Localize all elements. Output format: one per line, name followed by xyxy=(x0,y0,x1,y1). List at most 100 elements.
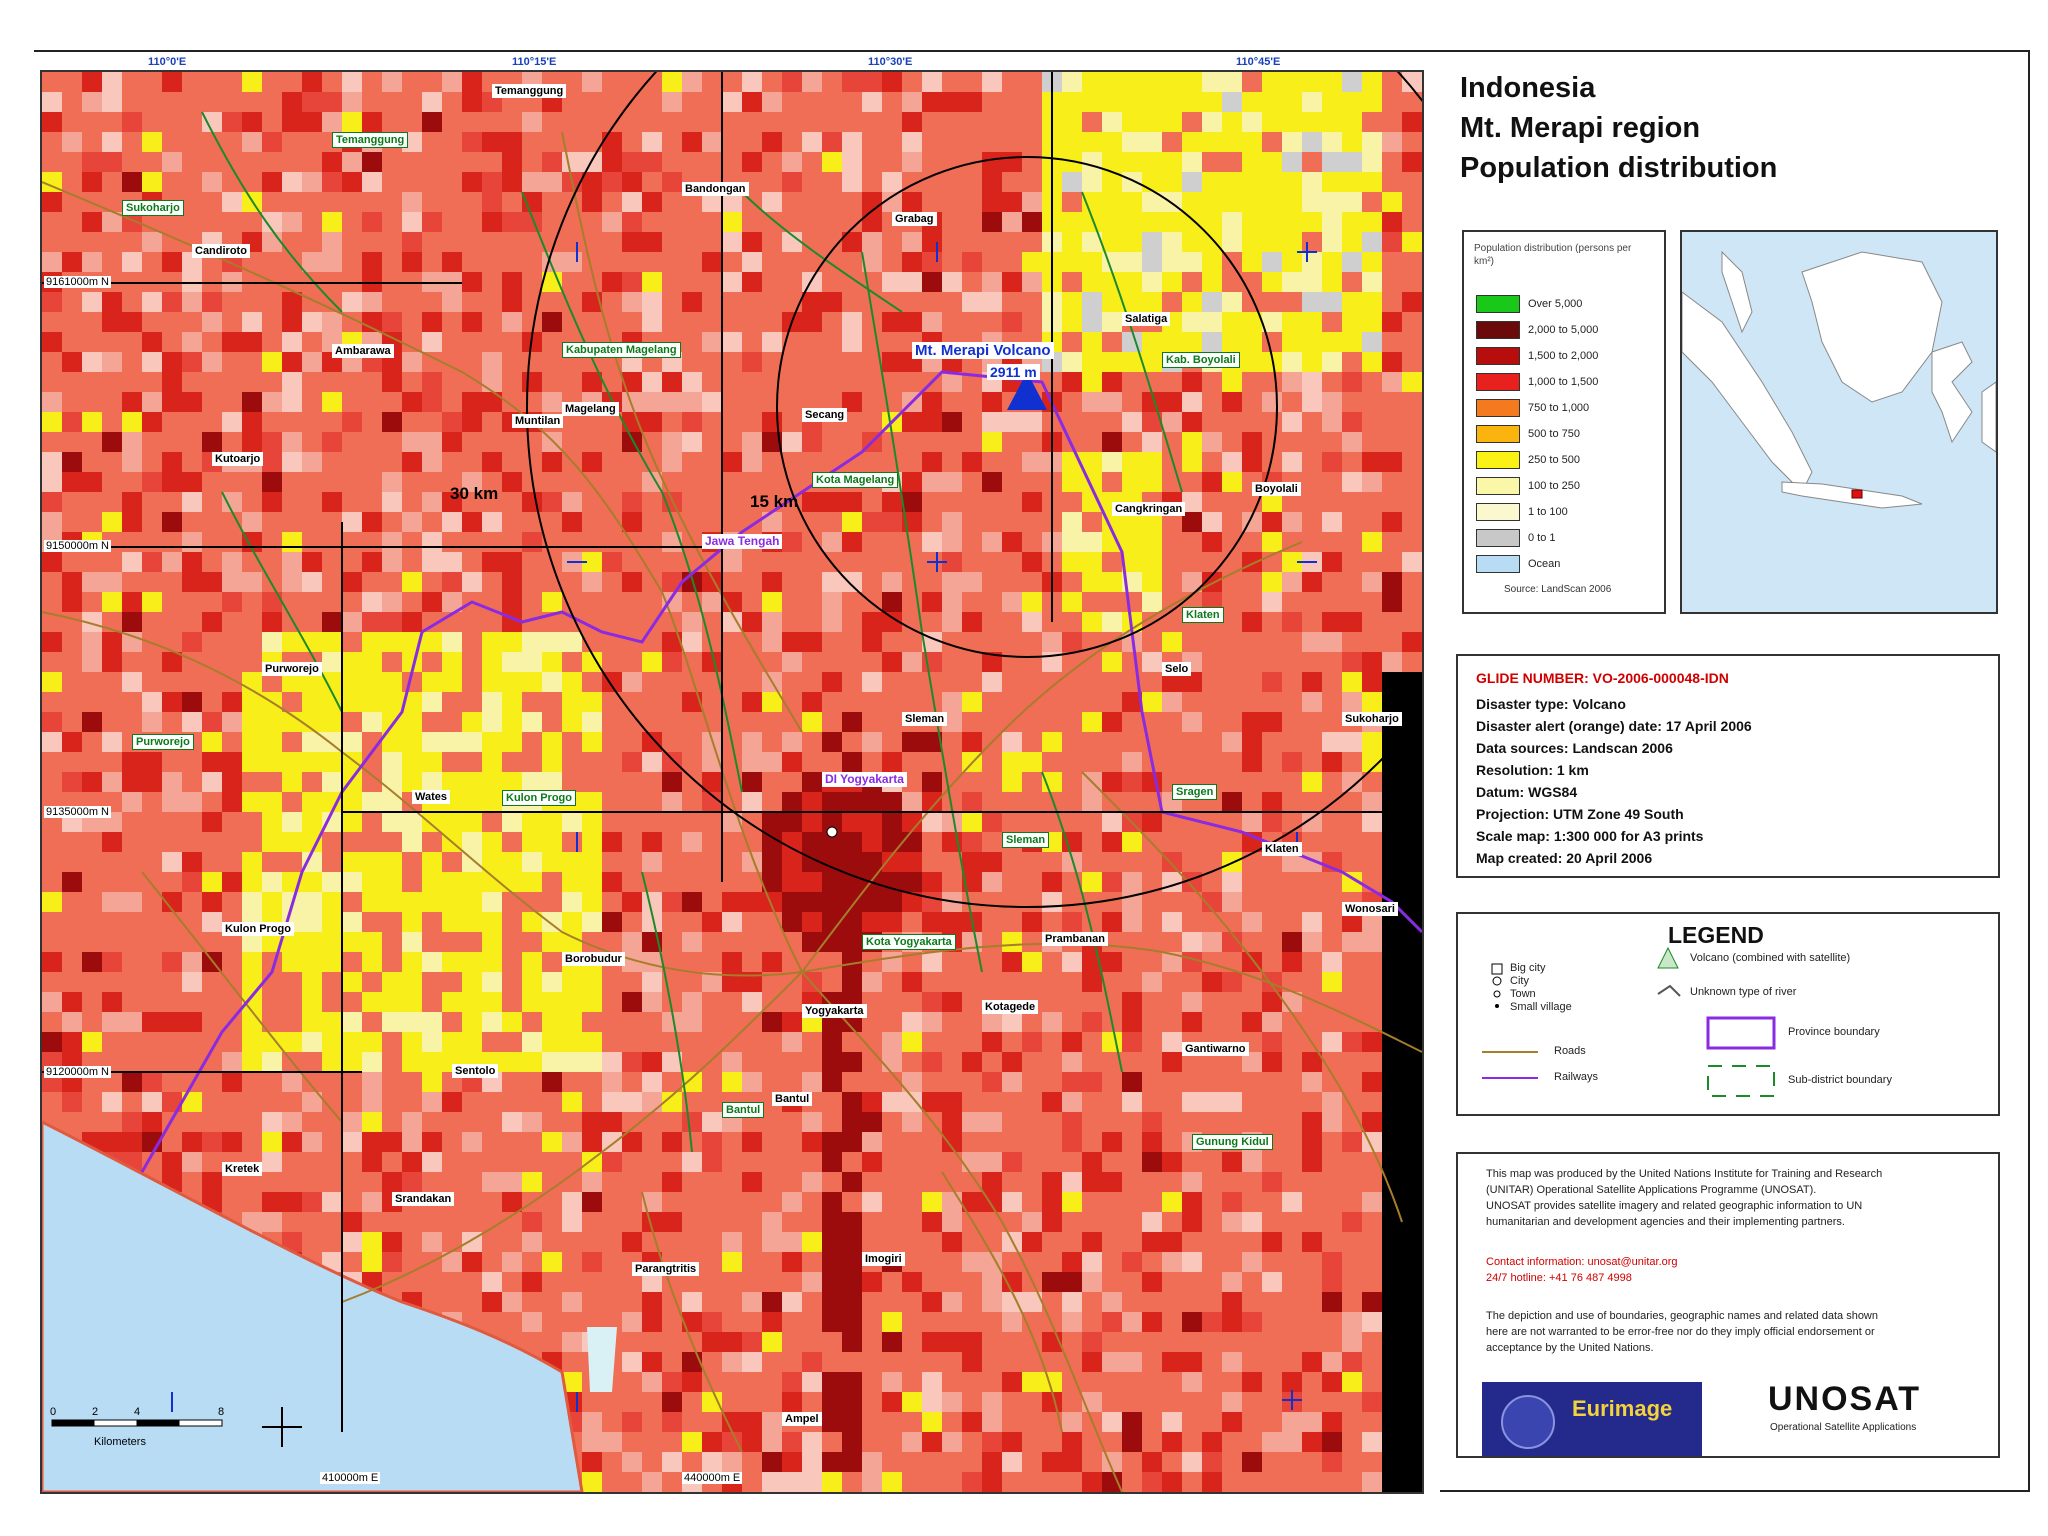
place-label: Imogiri xyxy=(862,1252,905,1266)
place-label: Borobudur xyxy=(562,952,625,966)
borneo-shape xyxy=(1801,251,1943,403)
ring-label-15km: 15 km xyxy=(750,492,799,511)
density-class-row: 1,500 to 2,000 xyxy=(1476,346,1598,366)
legend-river: Unknown type of river xyxy=(1690,986,1797,998)
population-map[interactable]: Temanggung Candiroto Ambarawa Bandongan … xyxy=(40,70,1424,1494)
density-class-label: 2,000 to 5,000 xyxy=(1528,324,1599,336)
density-swatch xyxy=(1476,425,1520,443)
map-frame-bottom-line xyxy=(1440,1490,2030,1492)
image-edge-strip xyxy=(1382,672,1422,1492)
grid-label: 9150000m N xyxy=(44,540,111,552)
title-country: Indonesia xyxy=(1460,72,1596,104)
district-label: Sragen xyxy=(1172,784,1218,800)
scale-tick: 0 xyxy=(50,1406,57,1418)
sulawesi-shape xyxy=(1931,341,1973,444)
grid-crosses xyxy=(171,242,1317,1412)
place-label: Cangkringan xyxy=(1112,502,1186,516)
density-class-row: 750 to 1,000 xyxy=(1476,398,1589,418)
province-label: DI Yogyakarta xyxy=(822,772,907,787)
place-label: Bandongan xyxy=(682,182,749,196)
place-label: Yogyakarta xyxy=(802,1004,867,1018)
ring-label-30km: 30 km xyxy=(450,484,499,503)
scale-bar xyxy=(51,1419,223,1427)
district-label: Temanggung xyxy=(332,132,409,148)
place-label: Candiroto xyxy=(192,244,250,258)
place-label: Parangtritis xyxy=(632,1262,700,1276)
scale-tick: 2 xyxy=(92,1406,99,1418)
credit-line: humanitarian and development agencies an… xyxy=(1486,1216,1845,1228)
unosat-logo: UNOSAT xyxy=(1768,1380,1922,1418)
density-legend-heading: Population distribution (persons per km²… xyxy=(1474,243,1632,267)
papua-shape xyxy=(1981,381,1996,453)
credit-line: (UNITAR) Operational Satellite Applicati… xyxy=(1486,1184,1817,1196)
district-label: Sukoharjo xyxy=(122,200,184,216)
density-class-row: 250 to 500 xyxy=(1476,450,1580,470)
density-class-label: 1,000 to 1,500 xyxy=(1528,376,1599,388)
contact-line: Contact information: unosat@unitar.org xyxy=(1486,1256,1678,1268)
longitude-label: 110°0'E xyxy=(148,56,187,68)
map-frame-top-line xyxy=(34,50,2030,52)
grid-label: 440000m E xyxy=(682,1472,743,1484)
density-class-label: Ocean xyxy=(1528,558,1561,570)
info-line: Scale map: 1:300 000 for A3 prints xyxy=(1476,828,1704,844)
density-class-label: 500 to 750 xyxy=(1528,428,1580,440)
info-line: Map created: 20 April 2006 xyxy=(1476,850,1653,866)
district-label: Kab. Boyolali xyxy=(1162,352,1240,368)
density-swatch xyxy=(1476,503,1520,521)
map-title: Indonesia Mt. Merapi region Population d… xyxy=(1460,68,2000,188)
density-class-label: 750 to 1,000 xyxy=(1528,402,1590,414)
scale-bar-label: Kilometers xyxy=(94,1436,146,1448)
district-label: Gunung Kidul xyxy=(1192,1134,1273,1150)
title-region: Mt. Merapi region xyxy=(1460,112,1701,144)
contact-line: 24/7 hotline: +41 76 487 4998 xyxy=(1486,1272,1632,1284)
density-swatch xyxy=(1476,477,1520,495)
place-label: Wates xyxy=(412,790,450,804)
place-label: Wonosari xyxy=(1342,902,1398,916)
legend-subdistrict: Sub-district boundary xyxy=(1788,1074,1892,1086)
volcano-elevation-label: 2911 m xyxy=(987,364,1040,380)
density-class-label: Over 5,000 xyxy=(1528,298,1583,310)
density-swatch xyxy=(1476,347,1520,365)
district-label: Purworejo xyxy=(132,734,194,750)
district-label: Kabupaten Magelang xyxy=(562,342,681,358)
district-label: Kulon Progo xyxy=(502,790,576,806)
legend-settlement: Town xyxy=(1510,988,1536,1000)
legend-settlement: Big city xyxy=(1510,962,1546,974)
place-label: Muntilan xyxy=(512,414,564,428)
density-swatch xyxy=(1476,451,1520,469)
district-label: Kota Yogyakarta xyxy=(862,934,956,950)
eurimage-logo: Eurimage xyxy=(1482,1382,1702,1456)
credits-box: This map was produced by the United Nati… xyxy=(1456,1152,2000,1458)
place-label: Prambanan xyxy=(1042,932,1108,946)
place-label: Bantul xyxy=(772,1092,813,1106)
longitude-label: 110°30'E xyxy=(868,56,913,68)
grid-label: 410000m E xyxy=(320,1472,381,1484)
disclaimer-line: The depiction and use of boundaries, geo… xyxy=(1486,1310,1878,1322)
density-swatch xyxy=(1476,529,1520,547)
density-class-row: 500 to 750 xyxy=(1476,424,1580,444)
lagoon xyxy=(587,1327,617,1392)
density-class-row: Over 5,000 xyxy=(1476,294,1582,314)
density-class-row: 2,000 to 5,000 xyxy=(1476,320,1598,340)
density-class-row: Ocean xyxy=(1476,554,1560,574)
density-swatch xyxy=(1476,399,1520,417)
inset-overview-map xyxy=(1680,230,1998,614)
place-label: Kretek xyxy=(222,1162,263,1176)
place-label: Grabag xyxy=(892,212,937,226)
legend-roads: Roads xyxy=(1554,1045,1586,1057)
place-label: Gantiwarno xyxy=(1182,1042,1249,1056)
density-class-label: 1 to 100 xyxy=(1528,506,1568,518)
place-label: Klaten xyxy=(1262,842,1302,856)
place-label: Secang xyxy=(802,408,848,422)
density-class-row: 100 to 250 xyxy=(1476,476,1580,496)
scale-tick: 4 xyxy=(134,1406,141,1418)
legend-settlement: City xyxy=(1510,975,1529,987)
place-label: Selo xyxy=(1162,662,1192,676)
longitude-label: 110°45'E xyxy=(1236,56,1281,68)
map-canvas xyxy=(42,72,1422,1492)
place-label: Magelang xyxy=(562,402,619,416)
inner-15km-ring xyxy=(776,156,1278,658)
grid-label: 9120000m N xyxy=(44,1066,111,1078)
density-class-row: 1,000 to 1,500 xyxy=(1476,372,1598,392)
place-label: Sentolo xyxy=(452,1064,499,1078)
